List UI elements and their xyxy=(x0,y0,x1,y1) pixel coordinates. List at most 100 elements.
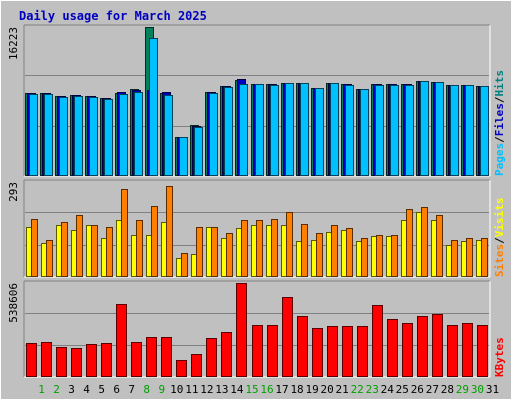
legend: Pages/Files/Hits xyxy=(493,70,506,176)
bar-kbytes-day-13 xyxy=(206,338,217,377)
legend-item-hits: Hits xyxy=(493,70,506,97)
bar-pages-day-28 xyxy=(435,82,444,176)
bar-pages-day-15 xyxy=(239,84,248,176)
bar-sites-day-8 xyxy=(136,220,143,277)
chart-title: Daily usage for March 2025 xyxy=(19,9,207,23)
day-label-18: 18 xyxy=(290,383,303,396)
bar-kbytes-day-1 xyxy=(26,343,37,377)
bar-sites-day-7 xyxy=(121,189,128,277)
bar-sites-day-18 xyxy=(286,212,293,277)
day-label-6: 6 xyxy=(113,383,120,396)
bar-pages-day-27 xyxy=(420,81,429,176)
day-label-2: 2 xyxy=(53,383,60,396)
day-label-21: 21 xyxy=(336,383,349,396)
bar-kbytes-day-2 xyxy=(41,342,52,377)
day-label-27: 27 xyxy=(426,383,439,396)
bar-sites-day-13 xyxy=(211,227,218,277)
day-label-23: 23 xyxy=(366,383,379,396)
day-label-30: 30 xyxy=(471,383,484,396)
bar-sites-day-6 xyxy=(106,227,113,277)
bar-pages-day-22 xyxy=(345,85,354,176)
day-label-31: 31 xyxy=(486,383,499,396)
bar-sites-day-29 xyxy=(451,240,458,277)
bar-pages-day-1 xyxy=(29,94,38,176)
bar-pages-day-14 xyxy=(224,87,233,176)
day-label-4: 4 xyxy=(83,383,90,396)
day-label-29: 29 xyxy=(456,383,469,396)
bar-sites-day-12 xyxy=(196,227,203,277)
bar-sites-day-9 xyxy=(151,206,158,277)
bar-sites-day-2 xyxy=(46,240,53,277)
bar-sites-day-23 xyxy=(361,238,368,277)
panel-hits-files-pages: 16223 Pages/Files/Hits xyxy=(7,24,506,177)
day-label-10: 10 xyxy=(170,383,183,396)
bar-sites-day-21 xyxy=(331,225,338,277)
bar-sites-day-1 xyxy=(31,219,38,277)
bar-pages-day-9 xyxy=(149,38,158,176)
bar-pages-day-2 xyxy=(44,94,53,176)
bar-sites-day-11 xyxy=(181,253,188,277)
panel-kbytes: 538606 KBytes xyxy=(7,280,506,378)
bar-kbytes-day-12 xyxy=(191,354,202,377)
bar-sites-day-22 xyxy=(346,228,353,277)
legend-item-kbytes: KBytes xyxy=(493,337,506,377)
legend: Sites/Visits xyxy=(493,198,506,278)
panels-group: 16223Pages/Files/Hits293Sites/Visits5386… xyxy=(7,24,506,378)
day-label-14: 14 xyxy=(230,383,244,396)
bar-kbytes-day-25 xyxy=(387,319,398,377)
bar-pages-day-21 xyxy=(330,83,339,176)
bar-pages-day-4 xyxy=(74,96,83,176)
bar-kbytes-day-10 xyxy=(161,337,172,377)
bar-kbytes-day-16 xyxy=(252,325,263,377)
bar-kbytes-day-3 xyxy=(56,347,67,377)
bar-pages-day-23 xyxy=(360,89,369,176)
bar-kbytes-day-26 xyxy=(402,323,413,377)
bar-pages-day-20 xyxy=(315,88,324,176)
day-label-17: 17 xyxy=(275,383,288,396)
bar-kbytes-day-9 xyxy=(146,337,157,377)
day-label-5: 5 xyxy=(98,383,105,396)
day-label-3: 3 xyxy=(68,383,75,396)
bar-pages-day-18 xyxy=(285,83,294,176)
y-max-label: 16223 xyxy=(7,27,20,60)
bar-sites-day-19 xyxy=(301,224,308,277)
legend-item-pages: Pages xyxy=(493,143,506,176)
day-labels-group: 1 2 3 4 5 6 7 8 9 10 11 12 13 14 15 16 17 18 19 20 21 22 23 24 2… xyxy=(38,383,499,396)
bar-kbytes-day-11 xyxy=(176,360,187,377)
legend-item-visits: Visits xyxy=(493,198,506,238)
bar-sites-day-15 xyxy=(241,220,248,277)
day-label-1: 1 xyxy=(38,383,45,396)
bar-kbytes-day-24 xyxy=(372,305,383,377)
day-label-11: 11 xyxy=(185,383,198,396)
bar-sites-day-5 xyxy=(91,225,98,277)
day-label-25: 25 xyxy=(396,383,409,396)
bar-pages-day-13 xyxy=(209,93,218,176)
bar-sites-day-30 xyxy=(466,238,473,277)
bar-pages-day-12 xyxy=(194,127,203,176)
bar-pages-day-3 xyxy=(59,97,68,176)
bar-pages-day-8 xyxy=(134,92,143,176)
bar-pages-day-19 xyxy=(300,83,309,176)
bar-kbytes-day-14 xyxy=(221,332,232,377)
bar-pages-day-29 xyxy=(450,85,459,176)
bar-pages-day-7 xyxy=(119,94,128,176)
bar-sites-day-14 xyxy=(226,233,233,277)
bar-pages-day-30 xyxy=(465,85,474,176)
day-label-16: 16 xyxy=(260,383,273,396)
bar-kbytes-day-4 xyxy=(71,348,82,377)
day-label-19: 19 xyxy=(305,383,318,396)
bar-pages-day-25 xyxy=(390,85,399,176)
day-label-7: 7 xyxy=(128,383,135,396)
bar-pages-day-5 xyxy=(89,97,98,176)
bar-kbytes-day-28 xyxy=(432,314,443,377)
bar-sites-day-25 xyxy=(391,235,398,277)
bar-pages-day-24 xyxy=(375,85,384,176)
bar-kbytes-day-15 xyxy=(236,283,247,377)
bar-pages-day-6 xyxy=(104,99,113,176)
day-label-9: 9 xyxy=(158,383,165,396)
bar-sites-day-3 xyxy=(61,222,68,277)
day-label-12: 12 xyxy=(200,383,213,396)
bar-sites-day-10 xyxy=(166,186,173,277)
